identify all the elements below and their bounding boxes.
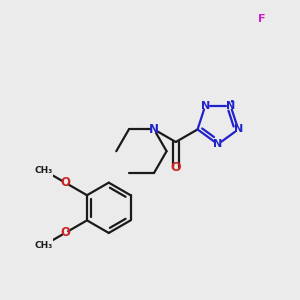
Text: CH₃: CH₃ bbox=[34, 166, 52, 175]
Text: N: N bbox=[201, 100, 210, 110]
Text: N: N bbox=[213, 139, 223, 149]
Text: CH₃: CH₃ bbox=[34, 241, 52, 250]
Text: O: O bbox=[170, 161, 181, 174]
Text: O: O bbox=[60, 226, 70, 239]
Text: O: O bbox=[60, 176, 70, 189]
Text: F: F bbox=[258, 14, 266, 24]
Text: N: N bbox=[234, 124, 243, 134]
Text: N: N bbox=[149, 123, 159, 136]
Text: N: N bbox=[226, 100, 235, 110]
